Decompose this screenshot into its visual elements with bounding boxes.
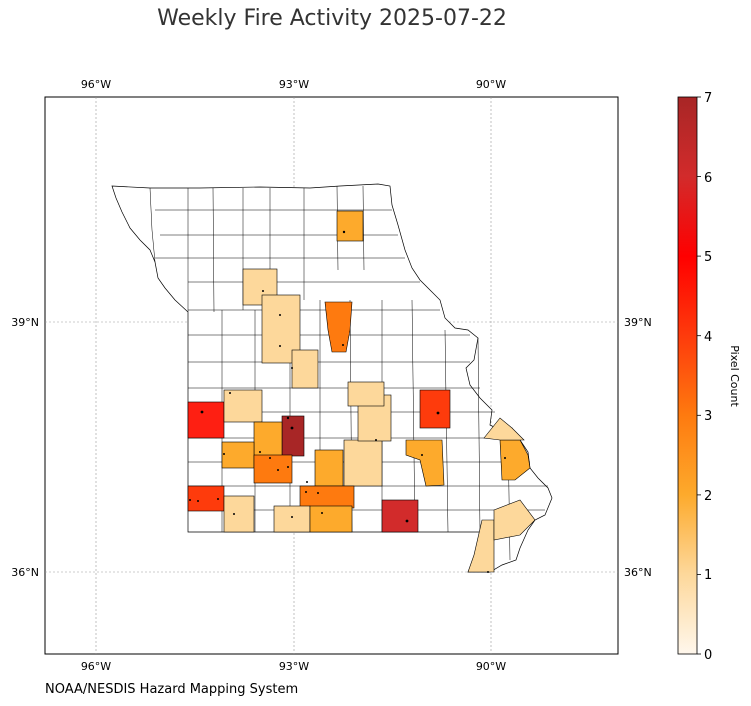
colorbar-tick-7: 7 (704, 91, 712, 106)
fire-county (381, 499, 419, 533)
colorbar-tick-0: 0 (704, 648, 712, 663)
credit-text: NOAA/NESDIS Hazard Mapping System (45, 682, 299, 697)
colorbar-tick-2: 2 (704, 489, 712, 504)
fire-point (229, 392, 231, 394)
fire-county (347, 381, 385, 407)
lat-label-left-36: 36°N (11, 566, 39, 579)
colorbar-tick-5: 5 (704, 250, 712, 265)
fire-county (299, 485, 355, 509)
fire-county (309, 505, 353, 533)
fire-county (291, 349, 319, 389)
fire-point (487, 571, 489, 573)
lon-label-top-93: 93°W (279, 78, 309, 91)
fire-points (189, 230, 506, 573)
fire-point (189, 499, 191, 501)
lon-label-top-90: 90°W (476, 78, 506, 91)
fire-point (436, 411, 440, 415)
fire-county (493, 499, 536, 541)
fire-county (253, 421, 283, 457)
fire-point (223, 453, 225, 455)
colorbar (677, 96, 698, 655)
fire-point (405, 519, 409, 523)
colorbar-tick-6: 6 (704, 171, 712, 186)
fire-point (342, 230, 346, 234)
fire-point (317, 492, 319, 494)
fire-point (262, 290, 264, 292)
fire-county (324, 301, 353, 353)
colorbar-label: Pixel Count (728, 345, 741, 407)
colorbar-tick-4: 4 (704, 330, 712, 345)
missouri-map (111, 183, 553, 573)
fire-point (233, 513, 235, 515)
fire-point (342, 344, 344, 346)
fire-county (419, 389, 451, 429)
fire-point (306, 481, 308, 483)
colorbar-tick-1: 1 (704, 568, 712, 583)
fire-county (253, 454, 293, 484)
fire-point (217, 498, 219, 500)
fire-county (336, 210, 364, 242)
fire-point (290, 426, 294, 430)
fire-county (221, 441, 255, 469)
fire-point (504, 457, 506, 459)
lon-label-bottom-96: 96°W (81, 660, 111, 673)
fire-county (314, 449, 344, 487)
fire-county (223, 495, 255, 533)
map-title: Weekly Fire Activity 2025-07-22 (157, 6, 507, 31)
fire-point (200, 410, 204, 414)
fire-point (421, 454, 423, 456)
fire-point (286, 416, 290, 420)
colorbar-tick-3: 3 (704, 409, 712, 424)
fire-county (187, 401, 225, 439)
fire-point (269, 457, 271, 459)
fire-point (277, 469, 279, 471)
fire-point (375, 439, 377, 441)
fire-point (197, 500, 199, 502)
fire-point (291, 516, 293, 518)
fire-county (343, 439, 383, 487)
fire-point (321, 512, 323, 514)
lon-label-bottom-90: 90°W (476, 660, 506, 673)
fire-county (223, 389, 263, 423)
fire-point (291, 367, 293, 369)
lat-label-left-39: 39°N (11, 316, 39, 329)
fire-county (281, 415, 305, 457)
fire-point (305, 491, 307, 493)
lon-label-top-96: 96°W (81, 78, 111, 91)
fire-county (467, 519, 495, 573)
fire-county (405, 439, 445, 487)
fire-point (287, 466, 289, 468)
fire-point (279, 345, 281, 347)
fire-county (483, 417, 525, 441)
fire-point (259, 451, 261, 453)
lat-label-right-39: 39°N (624, 316, 652, 329)
lon-label-bottom-93: 93°W (279, 660, 309, 673)
fire-point (279, 314, 281, 316)
lat-label-right-36: 36°N (624, 566, 652, 579)
fire-county (273, 505, 311, 533)
